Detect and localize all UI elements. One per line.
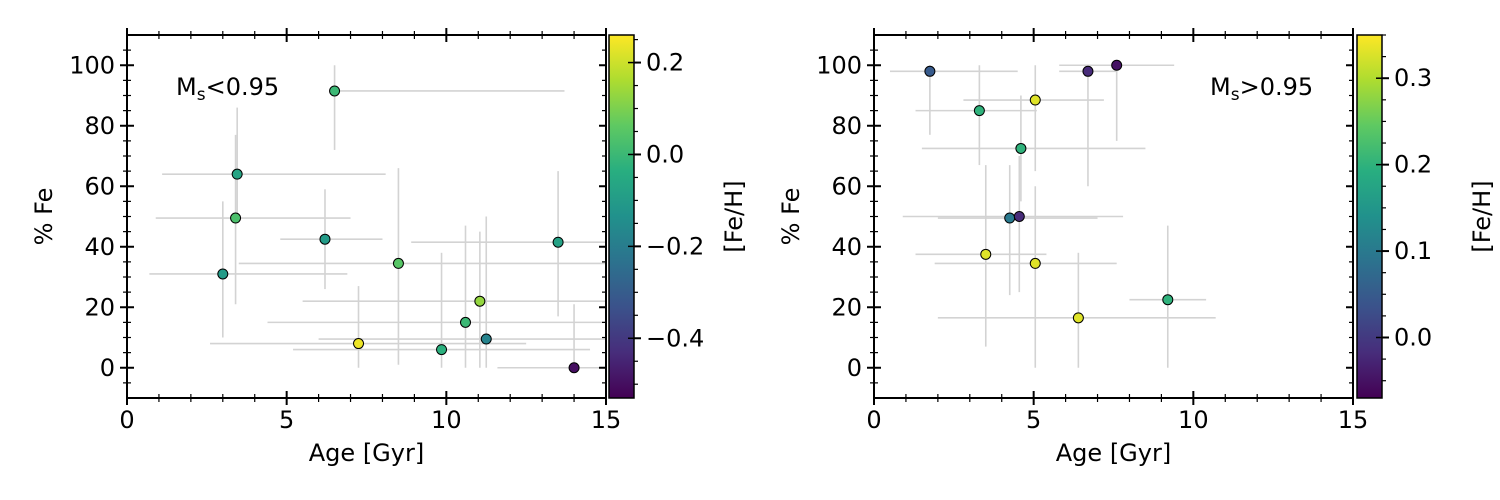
data-point (1013, 211, 1025, 222)
data-point (231, 168, 243, 180)
data-point (1029, 257, 1041, 269)
data-point (1111, 59, 1123, 71)
data-point (1162, 294, 1174, 306)
data-point (459, 316, 471, 328)
data-point (480, 333, 492, 345)
y-tick-label: 80 (831, 112, 862, 140)
annotation-threshold: >0.95 (1240, 73, 1314, 101)
chart-panel-high-mass: 0 5 10 15 0 20 40 60 80 100 Ms>0.95 Age [Gyr] % F… (777, 28, 1496, 467)
data-point (436, 344, 448, 356)
annotation-threshold: <0.95 (206, 73, 280, 101)
data-point (924, 65, 936, 77)
y-tick-label: 60 (84, 172, 115, 200)
data-point (568, 362, 580, 374)
x-tick-label: 10 (431, 406, 462, 434)
annotation-subscript: s (197, 85, 206, 105)
data-point (980, 248, 992, 260)
x-axis-label: Age [Gyr] (309, 439, 424, 467)
y-tick-label: 80 (84, 112, 115, 140)
x-axis-label: Age [Gyr] (1056, 439, 1171, 467)
colorbar-tick-label: 0.0 (646, 140, 684, 168)
errorbar-layer (149, 65, 606, 369)
colorbar-tick-label: −0.4 (646, 324, 704, 352)
y-tick-label: 0 (847, 354, 862, 382)
data-point (217, 268, 229, 280)
y-axis-label: % Fe (777, 188, 805, 246)
mass-annotation: Ms<0.95 (176, 73, 279, 105)
data-point (230, 212, 242, 224)
colorbar (1356, 34, 1383, 399)
chart-panel-low-mass: 0 5 10 15 0 20 40 60 80 100 Ms<0.95 Age [Gyr] % F… (30, 28, 748, 467)
colorbar-tick-label: 0.2 (646, 49, 684, 77)
y-tick-label: 20 (84, 293, 115, 321)
data-point (474, 295, 486, 307)
x-tick-label: 5 (279, 406, 294, 434)
data-point (353, 338, 365, 350)
y-tick-label: 60 (831, 172, 862, 200)
data-point (1072, 312, 1084, 324)
x-tick-label: 10 (1178, 406, 1209, 434)
y-tick-label: 100 (69, 51, 115, 79)
annotation-subscript: s (1231, 85, 1240, 105)
data-point (1082, 65, 1094, 77)
y-tick-label: 40 (831, 233, 862, 261)
data-point (552, 236, 564, 248)
colorbar (608, 34, 635, 399)
x-tick-label: 15 (591, 406, 622, 434)
data-point (392, 257, 404, 269)
annotation-main: M (176, 73, 197, 101)
x-tick-label: 0 (866, 406, 881, 434)
y-tick-label: 20 (831, 293, 862, 321)
data-point (329, 85, 341, 97)
y-axis-label: % Fe (30, 188, 58, 246)
colorbar-tick-label: 0.3 (1394, 64, 1432, 92)
x-tick-label: 5 (1026, 406, 1041, 434)
y-tick-label: 100 (816, 51, 862, 79)
y-tick-label: 40 (84, 233, 115, 261)
x-tick-label: 15 (1338, 406, 1369, 434)
data-point (1015, 142, 1027, 154)
x-tick-label: 0 (119, 406, 134, 434)
errorbar-layer (889, 64, 1216, 368)
colorbar-tick-label: −0.2 (646, 232, 704, 260)
data-point (1004, 212, 1016, 224)
data-point (1029, 94, 1041, 106)
colorbar-axis: 0.3 0.2 0.1 0.0 (1376, 34, 1432, 382)
y-tick-label: 0 (100, 354, 115, 382)
colorbar-label: [Fe/H] (720, 180, 748, 252)
colorbar-tick-label: 0.0 (1394, 324, 1432, 352)
point-layer (217, 85, 580, 374)
mass-annotation: Ms>0.95 (1210, 73, 1313, 105)
colorbar-tick-label: 0.2 (1394, 151, 1432, 179)
colorbar-axis: 0.2 0.0 −0.2 −0.4 (628, 38, 704, 385)
axis-layer: 0 5 10 15 0 20 40 60 80 100 (816, 28, 1368, 434)
axis-layer: 0 5 10 15 0 20 40 60 80 100 (69, 28, 621, 434)
annotation-main: M (1210, 73, 1231, 101)
data-point (973, 105, 985, 117)
point-layer (924, 59, 1174, 324)
colorbar-tick-label: 0.1 (1394, 237, 1432, 265)
data-point (319, 233, 331, 245)
colorbar-label: [Fe/H] (1468, 180, 1496, 252)
